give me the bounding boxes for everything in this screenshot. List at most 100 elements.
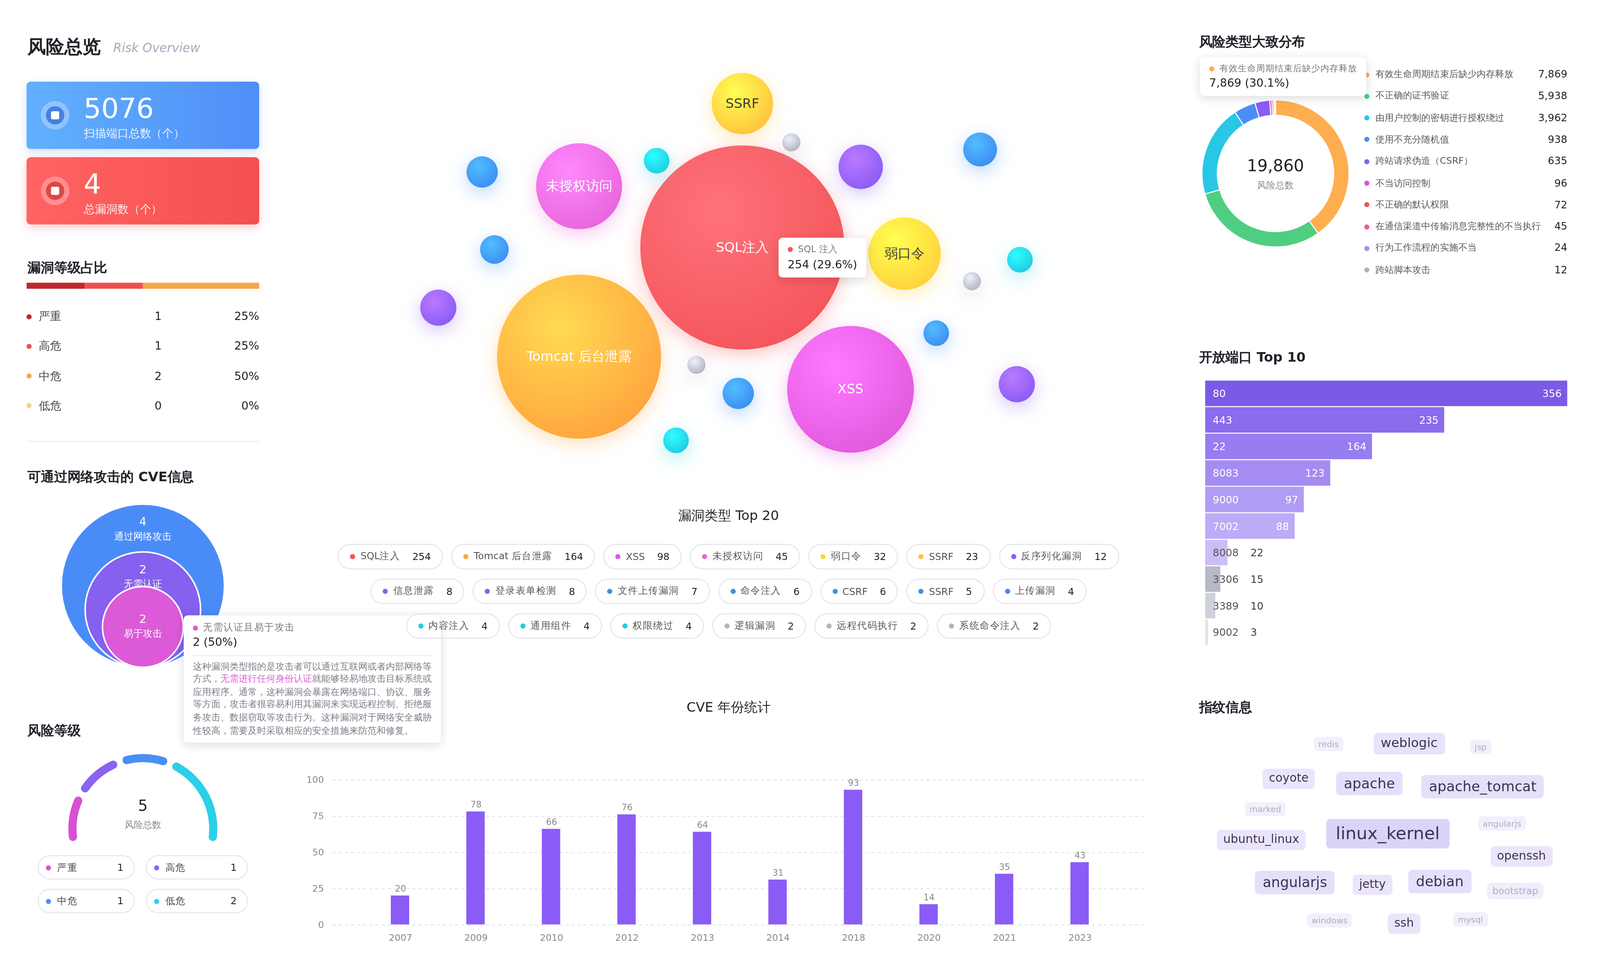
svg-text:3306: 3306 — [1212, 573, 1239, 586]
html-text:jetty: jetty — [1359, 876, 1386, 892]
html-text:扫描端口总数（个）: 扫描端口总数（个） — [83, 127, 185, 141]
svg-text:10: 10 — [1250, 600, 1264, 613]
svg-text:76: 76 — [621, 802, 633, 813]
svg-text:43: 43 — [1074, 850, 1086, 861]
html-text:apache: apache — [1343, 774, 1395, 791]
svg-text:0: 0 — [318, 919, 325, 930]
svg-text:50: 50 — [312, 847, 325, 858]
html-text:254 (29.6%): 254 (29.6%) — [787, 257, 858, 272]
svg-text:31: 31 — [772, 867, 784, 878]
html-text:低危: 低危 — [38, 399, 62, 413]
svg-text:2: 2 — [139, 562, 147, 576]
svg-text:9002: 9002 — [1212, 626, 1239, 639]
svg-text:8083: 8083 — [1212, 467, 1239, 480]
html-text:风险总览: 风险总览 — [27, 35, 101, 58]
html-text:angularjs: angularjs — [1262, 873, 1328, 890]
svg-text:88: 88 — [1276, 520, 1290, 533]
svg-text:35: 35 — [999, 862, 1010, 873]
svg-text:4: 4 — [139, 515, 147, 528]
svg-text:SSRF: SSRF — [725, 95, 760, 112]
html-text:中危: 中危 — [38, 369, 62, 383]
svg-text:无需认证: 无需认证 — [123, 578, 163, 590]
svg-text:9000: 9000 — [1212, 493, 1239, 506]
html-text:2 (50%): 2 (50%) — [192, 636, 238, 650]
html-text:apache_tomcat: apache_tomcat — [1428, 777, 1537, 795]
svg-text:3: 3 — [1250, 626, 1258, 639]
svg-text:14: 14 — [923, 892, 935, 903]
svg-text:2013: 2013 — [690, 932, 715, 943]
svg-text:2018: 2018 — [842, 932, 866, 943]
html-text:严重: 严重 — [38, 309, 62, 323]
html-text:开放端口 Top 10: 开放端口 Top 10 — [1199, 349, 1306, 365]
svg-text:2012: 2012 — [615, 932, 639, 943]
svg-text:7002: 7002 — [1212, 520, 1239, 533]
html-text:CVE 年份统计: CVE 年份统计 — [686, 699, 771, 715]
html-text:漏洞类型 Top 20: 漏洞类型 Top 20 — [678, 507, 779, 523]
html-text:Risk Overview: Risk Overview — [113, 40, 201, 56]
html-text:12: 12 — [1554, 263, 1568, 276]
html-text:3,962: 3,962 — [1538, 111, 1568, 124]
html-text:无需认证且易于攻击: 无需认证且易于攻击 — [203, 621, 295, 633]
svg-text:通过网络攻击: 通过网络攻击 — [114, 530, 172, 542]
html-text:25%: 25% — [234, 309, 260, 323]
svg-text:97: 97 — [1285, 493, 1299, 506]
html-text:50%: 50% — [234, 369, 260, 383]
svg-text:8008: 8008 — [1212, 546, 1239, 559]
html-text:风险类型大致分布: 风险类型大致分布 — [1199, 34, 1306, 50]
svg-text:2010: 2010 — [540, 932, 564, 943]
html-text:weblogic: weblogic — [1380, 735, 1438, 751]
html-text:5076: 5076 — [83, 92, 154, 124]
svg-text:66: 66 — [545, 817, 557, 828]
html-text:高危: 高危 — [38, 339, 62, 353]
svg-text:Tomcat 后台泄露: Tomcat 后台泄露 — [526, 348, 632, 365]
svg-text:80: 80 — [1212, 387, 1226, 400]
html-text:ubuntu_linux: ubuntu_linux — [1223, 831, 1300, 847]
html-text:风险总数: 风险总数 — [124, 819, 162, 831]
svg-text:SQL注入: SQL注入 — [715, 239, 769, 255]
html-text:debian: debian — [1416, 872, 1464, 889]
svg-text:164: 164 — [1347, 440, 1367, 453]
svg-text:100: 100 — [306, 774, 324, 785]
svg-text:弱口令: 弱口令 — [884, 245, 925, 262]
html-text:总漏洞数（个）: 总漏洞数（个） — [83, 202, 163, 216]
html-text:风险等级: 风险等级 — [27, 722, 81, 739]
html-text:coyote: coyote — [1269, 770, 1309, 785]
svg-text:75: 75 — [312, 810, 325, 822]
svg-text:443: 443 — [1212, 414, 1233, 427]
svg-text:20: 20 — [395, 883, 406, 894]
html-text:linux_kernel: linux_kernel — [1335, 822, 1440, 844]
svg-text:2009: 2009 — [464, 932, 488, 943]
html-text:19,860: 19,860 — [1246, 156, 1305, 176]
svg-text:235: 235 — [1419, 414, 1439, 427]
svg-text:123: 123 — [1305, 467, 1325, 480]
html-text:ssh: ssh — [1394, 915, 1414, 930]
svg-text:22: 22 — [1250, 546, 1264, 559]
svg-text:2007: 2007 — [388, 932, 413, 943]
svg-text:2023: 2023 — [1068, 932, 1092, 943]
svg-text:356: 356 — [1542, 387, 1562, 400]
svg-text:25: 25 — [312, 883, 325, 894]
svg-text:2020: 2020 — [917, 932, 941, 943]
html-text:25%: 25% — [234, 339, 260, 353]
svg-text:22: 22 — [1212, 440, 1226, 453]
svg-text:2: 2 — [139, 612, 147, 626]
svg-text:3389: 3389 — [1212, 600, 1239, 613]
svg-text:2014: 2014 — [766, 932, 790, 943]
html-text:4: 4 — [83, 167, 102, 200]
html-text:0%: 0% — [241, 399, 260, 413]
html-text:可通过网络攻击的 CVE信息: 可通过网络攻击的 CVE信息 — [27, 468, 194, 485]
html-text:openssh: openssh — [1496, 848, 1546, 863]
svg-text:2021: 2021 — [992, 932, 1017, 943]
svg-text:未授权访问: 未授权访问 — [545, 177, 613, 194]
svg-text:64: 64 — [697, 820, 708, 830]
svg-text:93: 93 — [847, 777, 859, 788]
html-text:严重: 严重 — [57, 861, 78, 873]
svg-text:易于攻击: 易于攻击 — [123, 627, 163, 639]
html-text:指纹信息: 指纹信息 — [1199, 699, 1253, 715]
html-text:漏洞等级占比: 漏洞等级占比 — [27, 259, 108, 275]
svg-text:XSS: XSS — [837, 380, 864, 397]
svg-text:15: 15 — [1250, 573, 1264, 586]
html-text:这种漏洞类型指的是攻击者可以通过互联网或者内部网络等方式，无: 这种漏洞类型指的是攻击者可以通过互联网或者内部网络等方式，无需进行任何身份认证就… — [192, 660, 432, 736]
svg-text:78: 78 — [470, 799, 482, 810]
html-text:7,869 (30.1%): 7,869 (30.1%) — [1209, 76, 1290, 90]
